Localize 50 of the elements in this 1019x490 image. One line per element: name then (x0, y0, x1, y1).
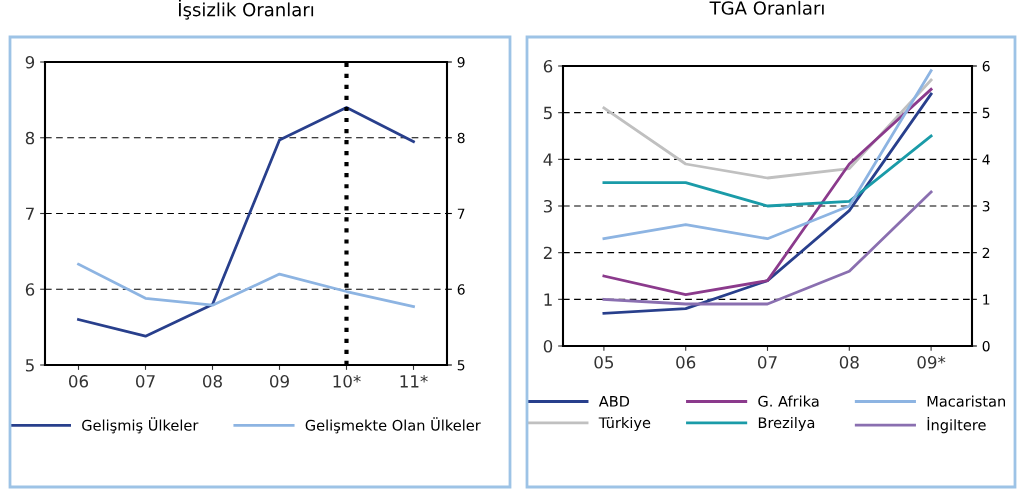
y2-tick-label: 0 (982, 340, 990, 352)
x-tick-label: 09 (269, 375, 289, 388)
legend-label: Türkiye (598, 416, 651, 432)
y2-tick-label: 7 (457, 208, 465, 219)
y-tick-label: 4 (543, 153, 553, 166)
y2-tick-label: 1 (983, 294, 990, 305)
y-tick-label: 8 (25, 131, 35, 145)
x-tick-label: 11* (400, 375, 428, 388)
line-series (602, 69, 933, 241)
y2-tick-label: 9 (457, 56, 465, 68)
x-tick-label: 07 (757, 356, 777, 369)
y-tick-label: 7 (26, 207, 34, 220)
y2-tick-label: 6 (982, 60, 990, 72)
y-tick-label: 5 (25, 359, 34, 372)
x-tick-label: 08 (202, 375, 222, 388)
y-tick-label: 1 (544, 293, 552, 306)
legend-label: G. Afrika (758, 395, 819, 407)
legend-label: Gelişmekte Olan Ülkeler (305, 417, 481, 434)
y-tick-label: 2 (543, 246, 552, 259)
x-tick-label: 08 (839, 356, 859, 369)
x-tick-label: 05 (594, 356, 614, 369)
x-tick-label: 06 (68, 375, 89, 388)
y-tick-label: 3 (543, 199, 552, 213)
line-series (77, 106, 415, 338)
y2-tick-label: 3 (982, 200, 990, 212)
legend-label: ABD (598, 395, 630, 407)
y-tick-label: 9 (25, 55, 35, 69)
y-tick-label: 5 (543, 106, 552, 120)
line-series (602, 134, 933, 208)
chart-title: TGA Oranları (709, 0, 824, 15)
y-tick-label: 6 (543, 59, 553, 73)
x-tick-label: 09* (917, 356, 946, 369)
y-tick-label: 0 (543, 339, 553, 353)
y2-tick-label: 5 (982, 107, 990, 119)
line-series (77, 262, 415, 309)
y-tick-label: 6 (25, 283, 35, 296)
x-tick-label: 06 (676, 356, 696, 369)
chart-title: İşsizlik Oranları (179, 0, 314, 20)
y2-tick-label: 6 (457, 284, 465, 295)
y2-tick-label: 2 (982, 247, 990, 258)
y2-tick-label: 4 (982, 154, 990, 165)
line-series (602, 190, 933, 306)
y2-tick-label: 5 (457, 360, 465, 371)
legend-label: İngiltere (927, 416, 986, 434)
x-tick-label: 10* (333, 375, 361, 388)
legend-label: Gelişmiş Ülkeler (82, 417, 199, 434)
x-tick-label: 07 (135, 375, 155, 388)
legend-label: Macaristan (927, 395, 1006, 407)
legend-label: Brezilya (758, 416, 815, 432)
y2-tick-label: 8 (457, 132, 465, 144)
